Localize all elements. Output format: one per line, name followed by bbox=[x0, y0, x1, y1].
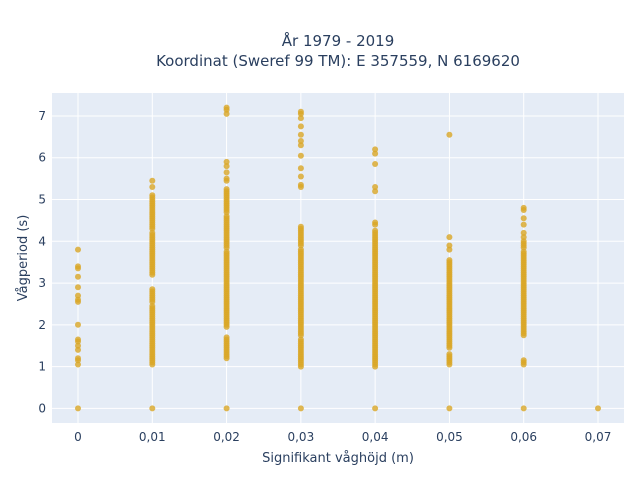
data-point bbox=[75, 263, 81, 270]
chart-title-line2: Koordinat (Sweref 99 TM): E 357559, N 61… bbox=[156, 52, 520, 70]
data-point bbox=[520, 204, 527, 211]
data-point bbox=[149, 303, 156, 309]
data-points bbox=[75, 104, 601, 412]
plot-area bbox=[52, 93, 624, 423]
data-point bbox=[75, 321, 81, 328]
x-tick-label: 0,01 bbox=[139, 430, 166, 444]
data-point bbox=[223, 169, 230, 176]
y-tick-label: 3 bbox=[38, 276, 46, 290]
data-point bbox=[75, 292, 81, 299]
data-point bbox=[372, 227, 379, 234]
data-point bbox=[372, 184, 379, 190]
data-point bbox=[297, 123, 304, 130]
data-point bbox=[297, 336, 304, 343]
data-point bbox=[520, 229, 527, 236]
y-tick-label: 2 bbox=[38, 318, 46, 332]
y-tick-label: 0 bbox=[38, 401, 46, 415]
data-point bbox=[223, 163, 230, 170]
data-point bbox=[520, 238, 527, 245]
data-point bbox=[223, 175, 230, 182]
data-point bbox=[372, 150, 379, 157]
data-point bbox=[446, 405, 453, 412]
data-point bbox=[297, 131, 304, 138]
data-point bbox=[223, 104, 230, 111]
data-point bbox=[297, 246, 304, 253]
data-point bbox=[75, 296, 81, 303]
x-tick-label: 0,02 bbox=[213, 430, 240, 444]
data-point bbox=[75, 284, 81, 291]
data-point bbox=[297, 108, 304, 115]
x-tick-label: 0,07 bbox=[585, 430, 612, 444]
data-point bbox=[520, 248, 527, 255]
data-point bbox=[223, 334, 230, 341]
data-point bbox=[446, 234, 453, 241]
data-point bbox=[149, 286, 156, 293]
data-point bbox=[75, 342, 81, 349]
chart-title-line1: År 1979 - 2019 bbox=[282, 31, 395, 50]
data-point bbox=[149, 177, 156, 184]
data-point bbox=[372, 188, 379, 195]
data-point bbox=[372, 219, 379, 226]
data-point bbox=[297, 115, 304, 122]
data-point bbox=[372, 146, 379, 153]
data-point bbox=[75, 361, 81, 368]
data-point bbox=[372, 405, 379, 412]
data-point bbox=[149, 229, 156, 236]
y-axis-ticks: 0 1 2 3 4 5 6 7 bbox=[38, 109, 46, 415]
x-tick-label: 0,05 bbox=[436, 430, 463, 444]
data-point bbox=[149, 194, 156, 201]
data-point bbox=[223, 158, 230, 165]
data-point bbox=[149, 184, 156, 190]
data-point bbox=[297, 165, 304, 172]
data-point bbox=[372, 161, 379, 167]
data-point bbox=[520, 221, 527, 228]
data-point bbox=[297, 142, 304, 149]
data-point bbox=[446, 242, 453, 249]
data-point bbox=[446, 351, 453, 358]
data-point bbox=[520, 215, 527, 222]
data-point bbox=[297, 181, 304, 188]
data-point bbox=[446, 257, 453, 264]
data-point bbox=[223, 405, 230, 412]
data-point bbox=[223, 248, 230, 255]
x-tick-label: 0 bbox=[74, 430, 82, 444]
data-point bbox=[446, 131, 453, 138]
y-tick-label: 1 bbox=[38, 360, 46, 374]
data-point bbox=[297, 138, 304, 144]
x-axis-title: Signifikant våghöjd (m) bbox=[262, 451, 414, 466]
data-point bbox=[446, 246, 453, 253]
data-point bbox=[223, 110, 230, 117]
x-tick-label: 0,03 bbox=[287, 430, 314, 444]
data-point bbox=[297, 223, 304, 230]
x-axis-ticks: 0 0,01 0,02 0,03 0,04 0,05 0,06 0,07 bbox=[74, 430, 611, 444]
y-tick-label: 5 bbox=[38, 193, 46, 207]
data-point bbox=[223, 186, 230, 193]
x-tick-label: 0,06 bbox=[510, 430, 537, 444]
y-tick-label: 7 bbox=[38, 109, 46, 123]
y-tick-label: 4 bbox=[38, 234, 46, 248]
x-tick-label: 0,04 bbox=[362, 430, 389, 444]
data-point bbox=[595, 405, 601, 412]
y-axis-title: Vågperiod (s) bbox=[16, 215, 31, 302]
data-point bbox=[75, 355, 81, 362]
data-point bbox=[75, 346, 81, 353]
data-point bbox=[520, 405, 527, 412]
data-point bbox=[75, 405, 81, 412]
data-point bbox=[75, 273, 81, 280]
data-point bbox=[297, 405, 304, 412]
data-point bbox=[520, 234, 527, 241]
data-point bbox=[75, 246, 81, 253]
y-tick-label: 6 bbox=[38, 151, 46, 165]
data-point bbox=[520, 357, 527, 364]
data-point bbox=[223, 213, 230, 220]
data-point bbox=[297, 173, 304, 180]
data-point bbox=[297, 152, 304, 159]
data-point bbox=[149, 405, 156, 412]
data-point bbox=[75, 336, 81, 343]
